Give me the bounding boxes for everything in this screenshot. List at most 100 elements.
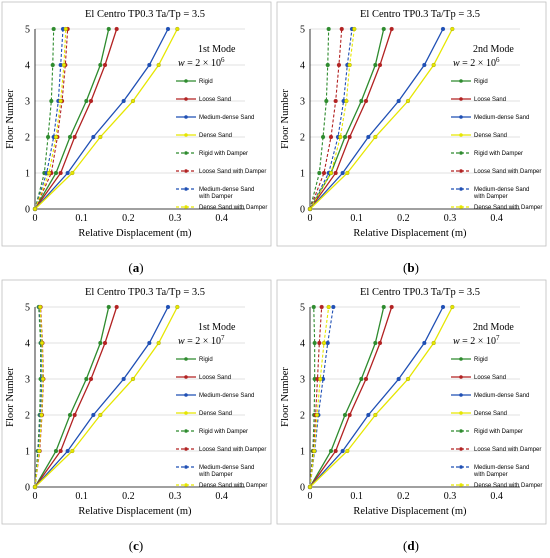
legend-marker — [459, 393, 463, 397]
data-point — [324, 98, 329, 104]
x-axis-label: Relative Displacement (m) — [78, 506, 192, 517]
data-point — [381, 304, 386, 310]
data-point — [106, 26, 111, 32]
data-point — [326, 26, 331, 32]
data-point — [46, 170, 52, 176]
legend-marker — [459, 133, 463, 137]
legend-label: Dense Sand with Damper — [199, 205, 267, 211]
data-point — [381, 26, 386, 32]
data-point — [345, 170, 350, 176]
data-point — [121, 376, 126, 382]
panel-caption: (b) — [403, 260, 419, 275]
data-point — [67, 134, 73, 140]
y-tick-label: 4 — [25, 61, 30, 72]
data-point — [58, 170, 63, 176]
data-point — [311, 304, 316, 310]
data-point — [325, 340, 330, 346]
data-point — [49, 98, 54, 104]
legend-label: Dense Sand with Damper — [199, 483, 267, 489]
data-point — [84, 376, 89, 382]
data-point — [373, 412, 378, 418]
data-point — [340, 170, 345, 176]
x-axis-label: Relative Displacement (m) — [353, 506, 467, 517]
series-line — [34, 306, 44, 488]
data-point — [359, 98, 364, 104]
legend-marker — [459, 375, 463, 379]
legend-marker — [459, 169, 463, 173]
data-point — [342, 134, 348, 140]
data-point — [156, 340, 161, 346]
data-point — [320, 134, 326, 140]
data-point — [405, 98, 411, 104]
x-tick-label: 0.2 — [397, 491, 410, 502]
y-tick-label: 2 — [25, 411, 30, 422]
data-point — [377, 62, 383, 68]
x-axis-label: Relative Displacement (m) — [78, 228, 192, 239]
data-point — [114, 304, 119, 310]
y-tick-label: 1 — [25, 169, 30, 180]
legend-label: Dense Sand — [474, 411, 507, 417]
panel-caption: (a) — [128, 260, 143, 275]
x-tick-label: 0.4 — [490, 491, 503, 502]
legend-marker — [184, 465, 188, 469]
legend-marker — [184, 483, 188, 487]
data-point — [147, 340, 152, 346]
data-point — [32, 484, 38, 490]
series-line — [309, 306, 330, 488]
mode-label: 1st Mode — [198, 322, 236, 333]
data-point — [345, 448, 350, 454]
x-tick-label: 0 — [33, 491, 38, 502]
legend-marker — [459, 79, 463, 83]
legend-label: with Damper — [198, 194, 233, 200]
series-line — [34, 28, 178, 210]
data-point — [396, 98, 401, 104]
legend-label: Loose Sand — [474, 97, 506, 103]
data-point — [156, 62, 161, 68]
data-point — [363, 98, 369, 104]
data-point — [321, 340, 327, 346]
legend-label: Medium-dense Sand — [474, 393, 529, 399]
data-point — [328, 134, 334, 140]
series-line — [34, 306, 118, 488]
legend-marker — [184, 447, 188, 451]
legend-marker — [459, 187, 463, 191]
series-line — [309, 28, 453, 210]
w-label: w = 2 × 107 — [453, 334, 500, 347]
y-tick-label: 5 — [25, 25, 30, 36]
x-tick-label: 0.3 — [169, 213, 182, 224]
legend-label: Rigid — [199, 79, 213, 85]
x-tick-label: 0.3 — [444, 491, 457, 502]
data-point — [121, 98, 126, 104]
series-line — [309, 306, 453, 488]
data-point — [98, 340, 103, 346]
x-tick-label: 0.2 — [122, 213, 135, 224]
legend-label: Dense Sand with Damper — [474, 205, 542, 211]
legend-label: Medium-dense Sand — [474, 115, 529, 121]
data-point — [91, 412, 96, 418]
series-line — [309, 28, 355, 210]
data-point — [37, 448, 42, 454]
y-tick-label: 5 — [300, 303, 305, 314]
data-point — [317, 340, 322, 346]
series-line — [309, 28, 385, 210]
data-point — [130, 376, 136, 382]
legend-marker — [184, 97, 188, 101]
panel-frame — [276, 1, 547, 247]
legend-marker — [184, 133, 188, 137]
data-point — [339, 26, 344, 32]
legend-label: Dense Sand — [474, 133, 507, 139]
data-point — [53, 448, 59, 454]
series-line — [34, 306, 178, 488]
series-line — [34, 28, 118, 210]
data-point — [347, 134, 352, 140]
y-tick-label: 4 — [300, 339, 305, 350]
series-line — [309, 28, 343, 210]
legend-label: Medium-dense Sand — [474, 187, 529, 193]
y-tick-label: 4 — [25, 339, 30, 350]
data-point — [314, 412, 320, 418]
y-tick-label: 0 — [300, 483, 305, 494]
legend-label: Medium-dense Sand — [199, 115, 254, 121]
data-point — [72, 134, 77, 140]
data-point — [396, 376, 401, 382]
legend-marker — [184, 187, 188, 191]
